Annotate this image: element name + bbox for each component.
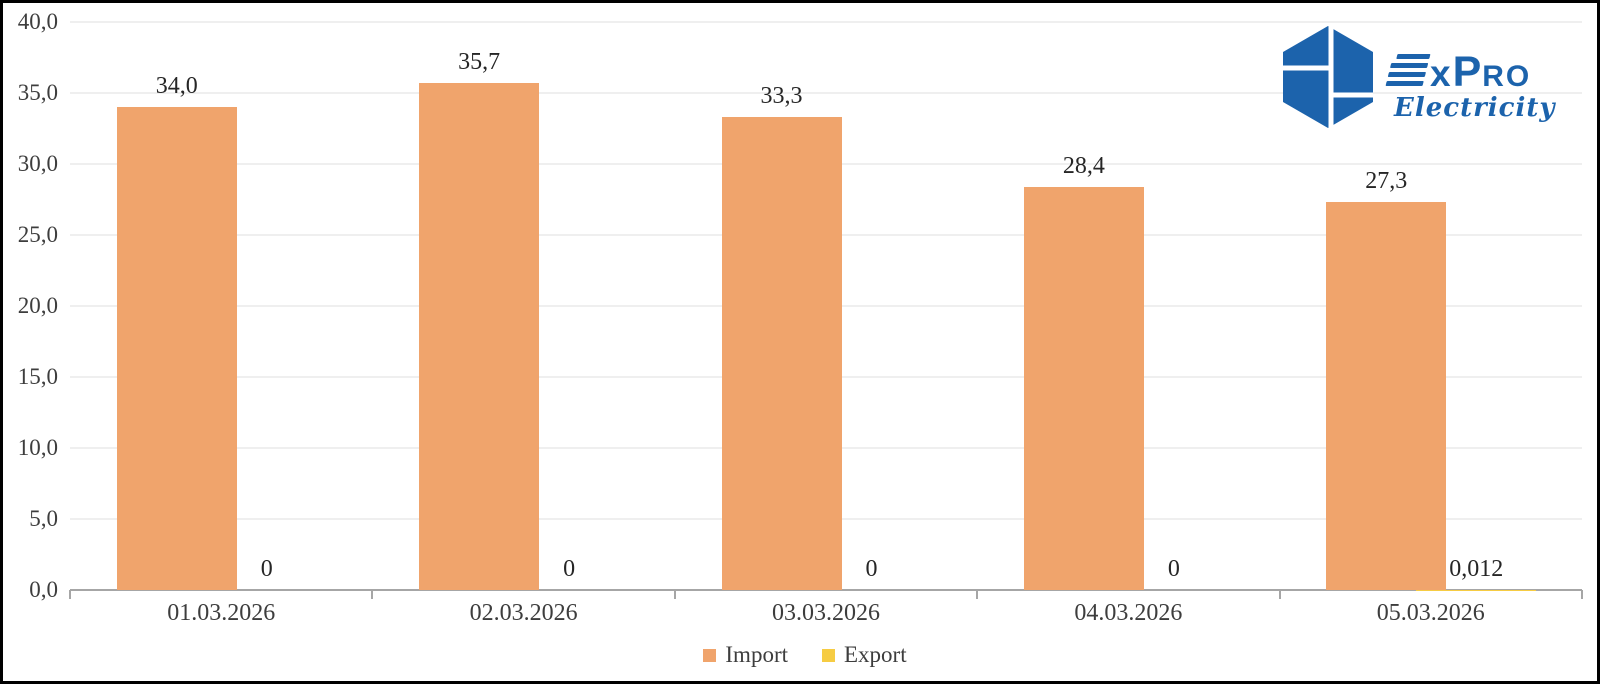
- expro-wordmark: x P RO Electricity: [1385, 48, 1556, 128]
- x-axis-line: [70, 589, 1582, 591]
- legend-item-import: Import: [703, 642, 788, 668]
- import-bar-0: [116, 107, 237, 590]
- x-axis-tick: [69, 590, 71, 599]
- logo-tagline: Electricity: [1394, 93, 1556, 123]
- import-value-label-3: 28,4: [1062, 152, 1105, 179]
- x-axis-category-label: 05.03.2026: [1376, 600, 1485, 626]
- x-axis-tick: [1581, 590, 1583, 599]
- export-value-label-3: 0: [1167, 556, 1180, 582]
- y-axis-tick-label: 40,0: [17, 9, 58, 34]
- y-axis-tick-label: 5,0: [29, 506, 58, 531]
- import-bar-3: [1023, 186, 1144, 590]
- x-axis-category-label: 02.03.2026: [469, 600, 578, 626]
- y-axis-tick-label: 0,0: [29, 577, 58, 602]
- logo-letter-x: x: [1430, 53, 1451, 95]
- x-axis-tick: [1278, 590, 1281, 599]
- import-value-label-4: 27,3: [1365, 168, 1408, 195]
- legend-label-export: Export: [844, 642, 907, 667]
- export-value-label-1: 0: [563, 556, 576, 582]
- x-axis-tick: [976, 590, 979, 599]
- gridline: [70, 21, 1582, 23]
- y-axis-tick-label: 35,0: [17, 80, 58, 105]
- import-bar-2: [721, 117, 842, 590]
- x-axis-category-label: 04.03.2026: [1074, 600, 1183, 626]
- legend-label-import: Import: [725, 642, 788, 667]
- import-bar-1: [419, 83, 540, 590]
- x-axis-category-label: 03.03.2026: [771, 600, 880, 626]
- y-axis-tick-label: 15,0: [17, 364, 58, 389]
- expro-logo: x P RO Electricity: [1283, 26, 1555, 128]
- chart-legend: Import Export: [70, 642, 1540, 668]
- import-swatch-icon: [703, 648, 717, 662]
- y-axis-tick-label: 30,0: [17, 151, 58, 176]
- export-value-label-2: 0: [865, 556, 878, 582]
- import-value-label-1: 35,7: [458, 49, 501, 76]
- import-bar-4: [1326, 202, 1447, 590]
- y-axis-tick-label: 10,0: [17, 435, 58, 460]
- export-swatch-icon: [822, 648, 835, 662]
- import-value-label-0: 34,0: [155, 73, 198, 100]
- logo-letter-p: P: [1452, 48, 1482, 97]
- y-axis-tick-label: 20,0: [17, 293, 58, 318]
- import-value-label-2: 33,3: [760, 83, 803, 110]
- expro-hexagon-icon: [1283, 26, 1373, 128]
- gridline: [70, 92, 1582, 94]
- export-value-label-0: 0: [260, 556, 273, 582]
- export-value-label-4: 0,012: [1449, 555, 1504, 582]
- x-axis-tick: [371, 590, 374, 599]
- legend-item-export: Export: [822, 642, 907, 668]
- x-axis-tick: [673, 590, 676, 599]
- logo-letter-e-icon: [1385, 50, 1432, 86]
- logo-letters-ro: RO: [1482, 60, 1532, 94]
- y-axis-tick-label: 25,0: [17, 222, 58, 247]
- x-axis-category-label: 01.03.2026: [167, 600, 276, 626]
- logo-brand-text: x P RO: [1385, 48, 1555, 97]
